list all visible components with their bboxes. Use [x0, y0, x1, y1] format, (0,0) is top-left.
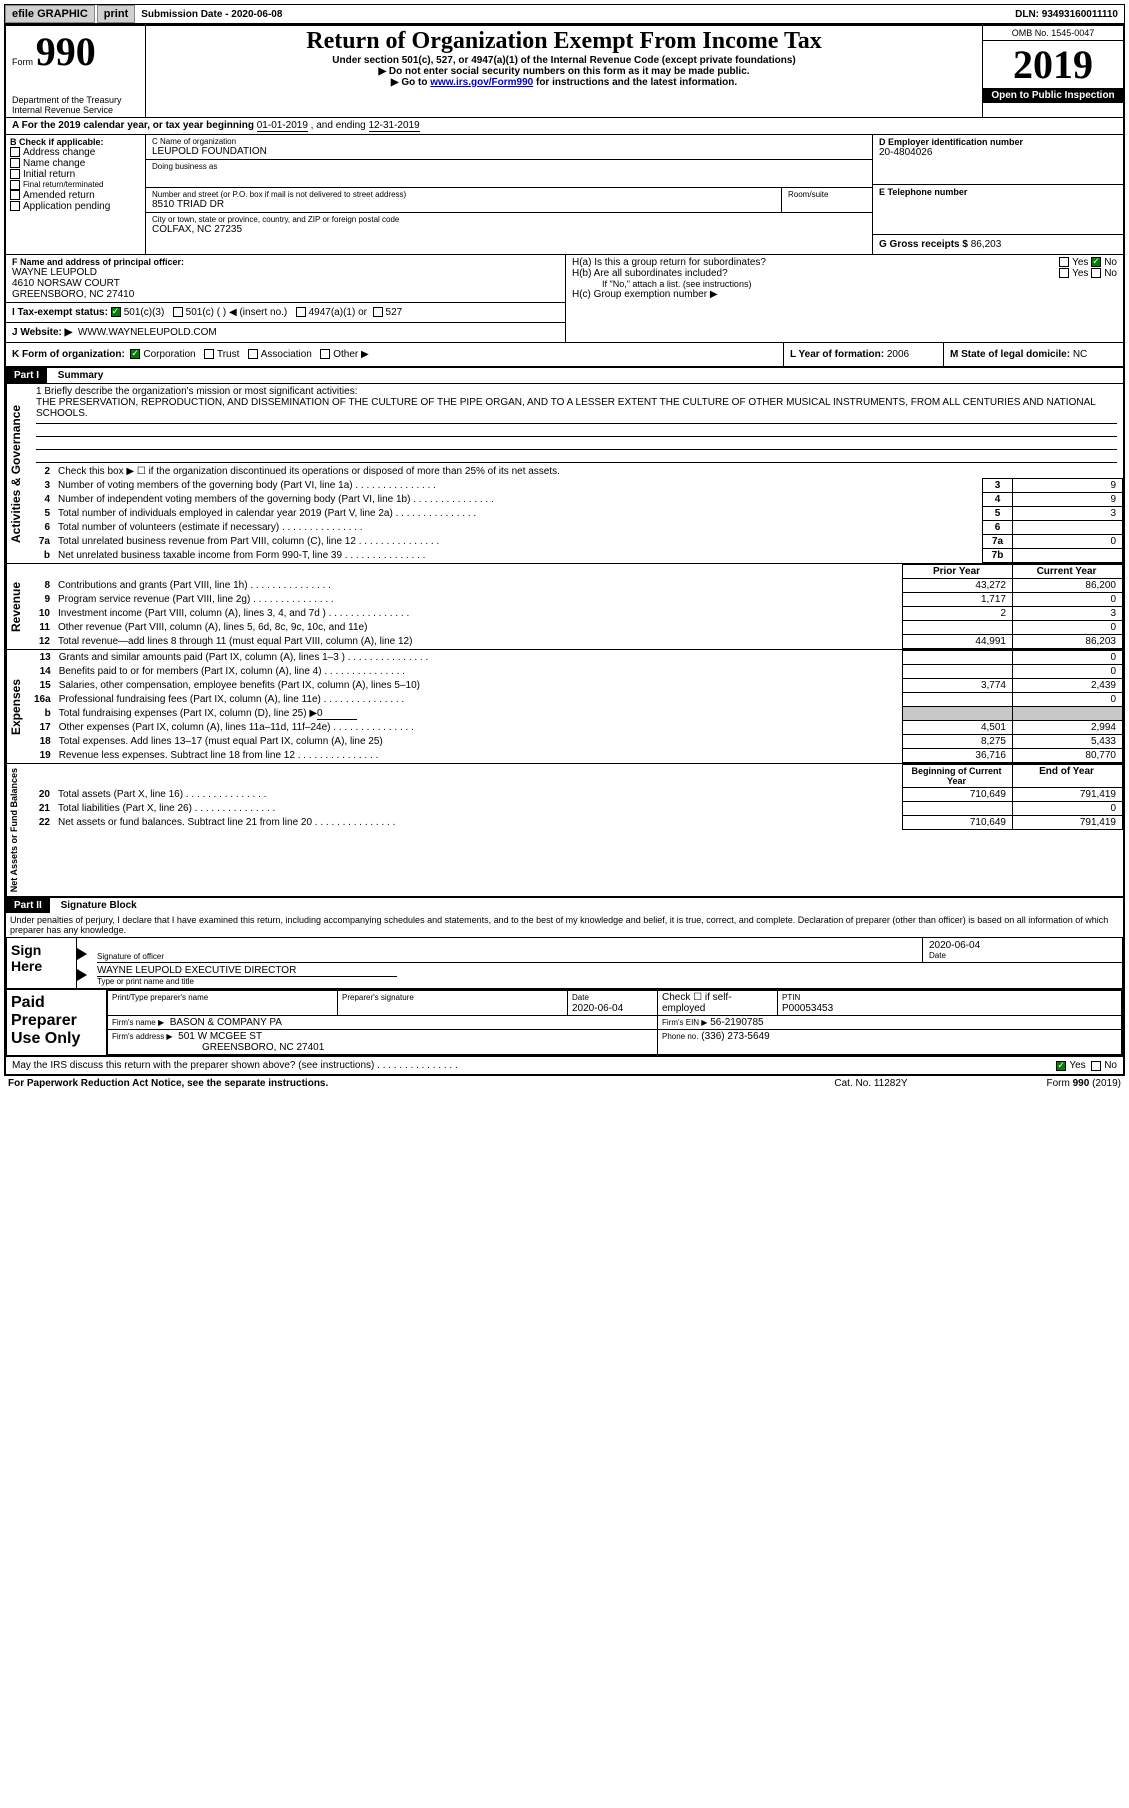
dba-label: Doing business as: [152, 162, 866, 171]
sig-officer-label: Signature of officer: [97, 952, 922, 961]
line-l: L Year of formation: 2006: [783, 343, 943, 366]
efile-topbar: efile GRAPHIC print Submission Date - 20…: [4, 4, 1125, 24]
f-label: F Name and address of principal officer:: [12, 257, 559, 267]
h-b: H(b) Are all subordinates included? Yes …: [572, 268, 1117, 279]
section-activities-governance: Activities & Governance: [6, 384, 30, 563]
form-number: 990: [36, 29, 96, 74]
line-j: J Website: ▶ WWW.WAYNELEUPOLD.COM: [6, 323, 565, 342]
form-subtitle-3: ▶ Go to www.irs.gov/Form990 for instruct…: [152, 77, 976, 88]
chk-501c[interactable]: [173, 307, 183, 317]
city-state-zip: COLFAX, NC 27235: [152, 224, 866, 235]
chk-final-return[interactable]: Final return/terminated: [10, 180, 141, 190]
chk-name-change[interactable]: Name change: [10, 158, 141, 169]
efile-graphic-button[interactable]: efile GRAPHIC: [5, 5, 95, 23]
chk-trust[interactable]: [204, 349, 214, 359]
chk-app-pending[interactable]: Application pending: [10, 201, 141, 212]
line-k: K Form of organization: Corporation Trus…: [6, 343, 783, 366]
org-name: LEUPOLD FOUNDATION: [152, 146, 866, 157]
phone-label: E Telephone number: [879, 187, 1117, 197]
form-title: Return of Organization Exempt From Incom…: [152, 28, 976, 55]
section-expenses: Expenses: [6, 650, 30, 763]
hb-yes[interactable]: [1059, 268, 1069, 278]
ha-no[interactable]: [1091, 257, 1101, 267]
revenue-table: Prior YearCurrent Year 8Contributions an…: [30, 564, 1123, 649]
arrow-icon: [77, 969, 87, 981]
dln-label: DLN: 93493160011110: [1015, 9, 1124, 20]
officer-name: WAYNE LEUPOLD: [12, 267, 559, 278]
discuss-line: May the IRS discuss this return with the…: [6, 1056, 1123, 1074]
open-inspection: Open to Public Inspection: [983, 88, 1123, 103]
h-a: H(a) Is this a group return for subordin…: [572, 257, 1117, 268]
part2-title: Signature Block: [53, 900, 137, 911]
website-value: WWW.WAYNELEUPOLD.COM: [78, 327, 217, 338]
sign-here-block: Sign Here Signature of officer 2020-06-0…: [6, 937, 1123, 989]
arrow-icon: [77, 948, 87, 960]
governance-table: 2Check this box ▶ ☐ if the organization …: [30, 465, 1123, 563]
gross-receipts-value: 86,203: [971, 239, 1002, 250]
form-outer: Form 990 Department of the Treasury Inte…: [4, 24, 1125, 1076]
footer-right: Form 990 (2019): [971, 1078, 1121, 1089]
sign-here-label: Sign Here: [7, 938, 77, 988]
irs-link[interactable]: www.irs.gov/Form990: [430, 77, 533, 88]
officer-addr1: 4610 NORSAW COURT: [12, 278, 559, 289]
chk-assoc[interactable]: [248, 349, 258, 359]
officer-addr2: GREENSBORO, NC 27410: [12, 289, 559, 300]
chk-527[interactable]: [373, 307, 383, 317]
section-net-assets: Net Assets or Fund Balances: [6, 764, 30, 896]
room-suite-label: Room/suite: [782, 188, 872, 212]
print-button[interactable]: print: [97, 5, 135, 23]
form-subtitle-1: Under section 501(c), 527, or 4947(a)(1)…: [152, 55, 976, 66]
l1-lead: 1 Briefly describe the organization's mi…: [36, 386, 358, 397]
discuss-yes[interactable]: [1056, 1061, 1066, 1071]
ha-yes[interactable]: [1059, 257, 1069, 267]
city-label: City or town, state or province, country…: [152, 215, 866, 224]
print-name-label: Type or print name and title: [97, 977, 1122, 986]
form-word: Form: [12, 57, 33, 67]
part1-title: Summary: [50, 370, 104, 381]
chk-501c3[interactable]: [111, 307, 121, 317]
sig-date-label: Date: [929, 951, 1116, 960]
footer-mid: Cat. No. 11282Y: [771, 1078, 971, 1089]
line-m: M State of legal domicile: NC: [943, 343, 1123, 366]
chk-corp[interactable]: [130, 349, 140, 359]
line-a: A For the 2019 calendar year, or tax yea…: [6, 117, 1123, 134]
officer-print-name: WAYNE LEUPOLD EXECUTIVE DIRECTOR: [97, 965, 397, 977]
chk-other[interactable]: [320, 349, 330, 359]
paid-preparer-block: Paid Preparer Use Only Print/Type prepar…: [6, 989, 1123, 1056]
chk-amended[interactable]: Amended return: [10, 190, 141, 201]
discuss-no[interactable]: [1091, 1061, 1101, 1071]
chk-initial-return[interactable]: Initial return: [10, 169, 141, 180]
perjury-declaration: Under penalties of perjury, I declare th…: [6, 913, 1123, 937]
h-b-note: If "No," attach a list. (see instruction…: [572, 279, 1117, 289]
dept-treasury: Department of the Treasury: [12, 95, 139, 105]
chk-4947[interactable]: [296, 307, 306, 317]
h-c: H(c) Group exemption number ▶: [572, 289, 1117, 300]
netassets-table: Beginning of Current YearEnd of Year 20T…: [30, 764, 1123, 830]
hb-no[interactable]: [1091, 268, 1101, 278]
street-address: 8510 TRIAD DR: [152, 199, 775, 210]
addr-label: Number and street (or P.O. box if mail i…: [152, 190, 775, 199]
ein-label: D Employer identification number: [879, 137, 1117, 147]
form-subtitle-2: ▶ Do not enter social security numbers o…: [152, 66, 976, 77]
sig-date: 2020-06-04: [929, 940, 1116, 951]
omb-number: OMB No. 1545-0047: [983, 26, 1123, 41]
gross-receipts-label: G Gross receipts $: [879, 239, 968, 250]
expenses-table: 13Grants and similar amounts paid (Part …: [30, 650, 1123, 763]
preparer-table: Print/Type preparer's name Preparer's si…: [107, 990, 1122, 1055]
footer-left: For Paperwork Reduction Act Notice, see …: [8, 1078, 771, 1089]
ein-value: 20-4804026: [879, 147, 1117, 158]
chk-address-change[interactable]: Address change: [10, 147, 141, 158]
l1-text: THE PRESERVATION, REPRODUCTION, AND DISS…: [36, 397, 1095, 419]
submission-date-label: Submission Date - 2020-06-08: [137, 9, 286, 20]
tax-year: 2019: [983, 41, 1123, 88]
line-i: I Tax-exempt status: 501(c)(3) 501(c) ( …: [6, 303, 565, 323]
dept-irs: Internal Revenue Service: [12, 105, 139, 115]
part1-tag: Part I: [6, 368, 47, 383]
section-b-label: B Check if applicable:: [10, 137, 141, 147]
paid-preparer-label: Paid Preparer Use Only: [7, 990, 107, 1055]
section-revenue: Revenue: [6, 564, 30, 649]
c-name-label: C Name of organization: [152, 137, 866, 146]
part2-tag: Part II: [6, 898, 50, 913]
